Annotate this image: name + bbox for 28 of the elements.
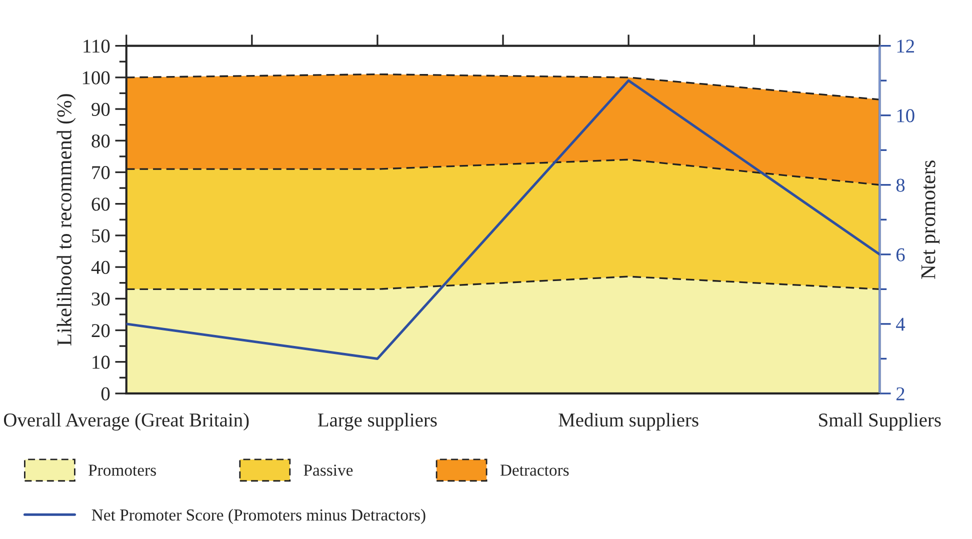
y-tick-label: 20: [92, 324, 110, 338]
legend-label: Detractors: [500, 464, 569, 476]
y-tick-label: 0: [101, 387, 110, 400]
y-tick-label: 50: [92, 229, 110, 242]
y2-tick-label: 8: [896, 178, 905, 192]
y2-tick-label: 6: [896, 248, 905, 262]
x-tick-label: Large suppliers: [318, 412, 437, 431]
x-tick-label: Small Suppliers: [819, 412, 941, 431]
x-tick-label: Medium suppliers: [558, 412, 698, 431]
y2-axis-title: Net promoters: [921, 160, 940, 279]
y2-tick-label: 4: [896, 318, 906, 331]
y-axis-title: Likelihood to recommend (%): [56, 94, 76, 346]
y-tick-label: 40: [91, 260, 110, 274]
y-tick-label: 10: [92, 356, 110, 369]
y2-tick-label: 12: [897, 40, 914, 53]
y-tick-label: 80: [92, 134, 110, 148]
legend-label: Promoters: [88, 464, 156, 476]
legend-label: Passive: [304, 464, 353, 476]
y-tick-label: 90: [92, 102, 110, 116]
y-tick-label: 100: [82, 71, 110, 84]
x-tick-label: Overall Average (Great Britain): [4, 412, 249, 431]
y-tick-label: 30: [92, 292, 110, 306]
y-tick-label: 110: [84, 40, 110, 53]
y-tick-label: 60: [92, 198, 110, 211]
y-tick-label: 70: [92, 166, 110, 180]
y2-tick-label: 2: [896, 387, 904, 400]
y2-tick-label: 10: [897, 109, 914, 122]
legend-label: Net Promoter Score (Promoters minus Detractors): [92, 508, 426, 524]
